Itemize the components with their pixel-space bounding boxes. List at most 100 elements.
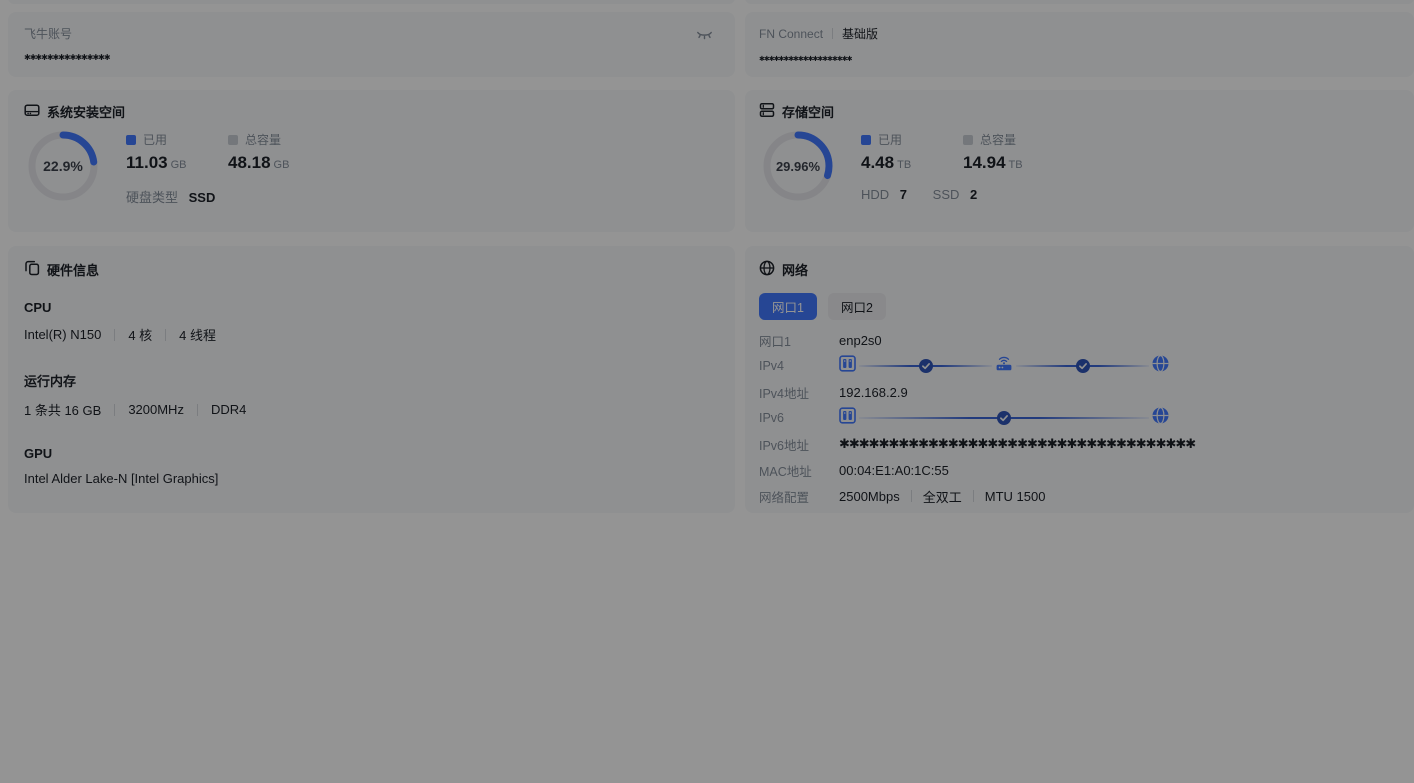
ipv6-address-masked-value: ✱✱✱✱✱✱✱✱✱✱✱✱✱✱✱✱✱✱✱✱✱✱✱✱✱✱✱✱✱✱✱✱✱✱✱✱: [839, 436, 1196, 451]
row-label: IPv4: [759, 359, 785, 373]
system-drive-icon: [24, 102, 40, 121]
cpu-threads: 4 线程: [179, 328, 216, 343]
divider: [165, 328, 167, 341]
fn-connect-label: FN Connect: [759, 26, 824, 41]
row-label: IPv4地址: [759, 386, 810, 401]
used-legend-swatch: [126, 134, 136, 145]
link-speed-value: 2500Mbps: [839, 488, 900, 504]
internet-globe-icon: [1152, 354, 1169, 377]
network-row-ipv4: IPv4: [759, 353, 1400, 379]
system-space-donut: 22.9%: [26, 129, 100, 203]
network-row-port: 网口1 enp2s0: [759, 327, 1400, 353]
hardware-devices-icon: [24, 260, 40, 279]
fn-account-card: 飞牛账号 ✱✱✱✱✱✱✱✱✱✱✱✱✱✱✱: [8, 12, 735, 77]
total-legend-swatch: [963, 134, 973, 145]
storage-stack-icon: [759, 102, 775, 121]
card-title: 网络: [782, 263, 809, 278]
ssd-label: SSD: [932, 187, 960, 202]
hardware-section-cpu: CPU Intel(R) N150 4 核 4 线程: [24, 300, 719, 344]
section-label: CPU: [24, 300, 52, 315]
ssd-count: 2: [970, 187, 978, 202]
hardware-info-card: 硬件信息 CPU Intel(R) N150 4 核 4 线程 运行内存 1 条…: [8, 246, 735, 513]
fn-connect-masked-value: ✱✱✱✱✱✱✱✱✱✱✱✱✱✱✱✱✱✱✱: [759, 56, 852, 63]
eye-closed-icon[interactable]: [696, 28, 713, 47]
mtu-value: MTU 1500: [984, 488, 1046, 504]
used-legend-label: 已用: [143, 133, 168, 147]
section-label: 运行内存: [24, 374, 77, 389]
ipv6-topology-diagram: [839, 406, 1169, 429]
hdd-count: 7: [899, 187, 908, 202]
network-row-ipv4-address: IPv4地址 192.168.2.9: [759, 379, 1400, 405]
used-unit: TB: [897, 159, 912, 171]
internet-globe-icon: [1152, 406, 1169, 429]
divider: [910, 490, 912, 502]
network-row-ipv6-address: IPv6地址 ✱✱✱✱✱✱✱✱✱✱✱✱✱✱✱✱✱✱✱✱✱✱✱✱✱✱✱✱✱✱✱✱✱…: [759, 431, 1400, 457]
row-label: IPv6地址: [759, 438, 810, 453]
card-title: 系统安装空间: [47, 105, 126, 120]
hardware-section-memory: 运行内存 1 条共 16 GB 3200MHz DDR4: [24, 371, 719, 419]
disk-type-value: SSD: [188, 190, 216, 205]
cpu-cores: 4 核: [128, 328, 153, 343]
total-legend-label: 总容量: [245, 133, 282, 147]
nas-device-icon: [839, 355, 856, 377]
nas-device-icon: [839, 407, 856, 429]
divider: [196, 403, 198, 416]
section-label: GPU: [24, 446, 53, 461]
network-row-mac: MAC地址 00:04:E1:A0:1C:55: [759, 457, 1400, 483]
network-row-ipv6: IPv6: [759, 405, 1400, 431]
used-value: 4.48: [861, 153, 895, 172]
tab-port-2[interactable]: 网口2: [827, 293, 886, 320]
cpu-model: Intel(R) N150: [24, 327, 102, 342]
check-circle-icon: [1075, 359, 1090, 374]
total-value: 14.94: [963, 153, 1006, 172]
network-port-tabs: 网口1 网口2: [759, 293, 1400, 320]
tab-port-1[interactable]: 网口1: [759, 293, 817, 320]
fn-account-masked-value: ✱✱✱✱✱✱✱✱✱✱✱✱✱✱✱: [24, 53, 111, 62]
row-label: 网口1: [759, 334, 791, 349]
storage-space-donut: 29.96%: [761, 129, 835, 203]
total-unit: GB: [273, 159, 290, 171]
link-line: [859, 359, 992, 373]
fn-account-label: 飞牛账号: [24, 27, 73, 41]
card-title: 硬件信息: [47, 263, 100, 278]
fn-connect-card: FN Connect 基础版 ✱✱✱✱✱✱✱✱✱✱✱✱✱✱✱✱✱✱✱: [745, 12, 1414, 77]
used-value: 11.03: [126, 153, 168, 172]
check-circle-icon: [997, 411, 1012, 426]
fn-connect-tier-badge: 基础版: [842, 27, 879, 41]
ipv4-address-value: 192.168.2.9: [839, 384, 908, 400]
system-space-percent: 22.9%: [43, 158, 83, 174]
total-legend-label: 总容量: [980, 133, 1017, 147]
memory-size: 1 条共 16 GB: [24, 403, 102, 418]
gpu-model: Intel Alder Lake-N [Intel Graphics]: [24, 471, 219, 486]
globe-icon: [759, 260, 775, 279]
divider: [114, 328, 116, 341]
mac-address-value: 00:04:E1:A0:1C:55: [839, 462, 949, 478]
hardware-section-gpu: GPU Intel Alder Lake-N [Intel Graphics]: [24, 446, 719, 486]
disk-type-label: 硬盘类型: [126, 190, 179, 205]
storage-space-card: 存储空间 29.96% 已用 4.48: [745, 90, 1414, 232]
system-install-space-card: 系统安装空间 22.9% 已用 11.: [8, 90, 735, 232]
hdd-label: HDD: [861, 187, 890, 202]
check-circle-icon: [918, 359, 933, 374]
card-title: 存储空间: [782, 105, 835, 120]
clipped-card-above-left: [8, 0, 735, 4]
link-line: [1016, 359, 1149, 373]
duplex-value: 全双工: [922, 489, 962, 505]
total-legend-swatch: [228, 134, 238, 145]
network-row-config: 网络配置 2500Mbps 全双工 MTU 1500: [759, 483, 1400, 509]
network-card: 网络 网口1 网口2 网口1 enp2s0 IPv4: [745, 246, 1414, 513]
clipped-card-above-right: [745, 0, 1414, 4]
router-icon: [995, 355, 1013, 377]
storage-space-percent: 29.96%: [775, 158, 821, 174]
row-label: MAC地址: [759, 464, 812, 479]
memory-speed: 3200MHz: [128, 402, 184, 417]
divider: [832, 28, 834, 39]
divider: [972, 490, 974, 502]
divider: [114, 403, 116, 416]
row-label: 网络配置: [759, 490, 810, 505]
used-legend-swatch: [861, 134, 871, 145]
used-unit: GB: [170, 159, 187, 171]
total-value: 48.18: [228, 153, 271, 172]
total-unit: TB: [1008, 159, 1023, 171]
